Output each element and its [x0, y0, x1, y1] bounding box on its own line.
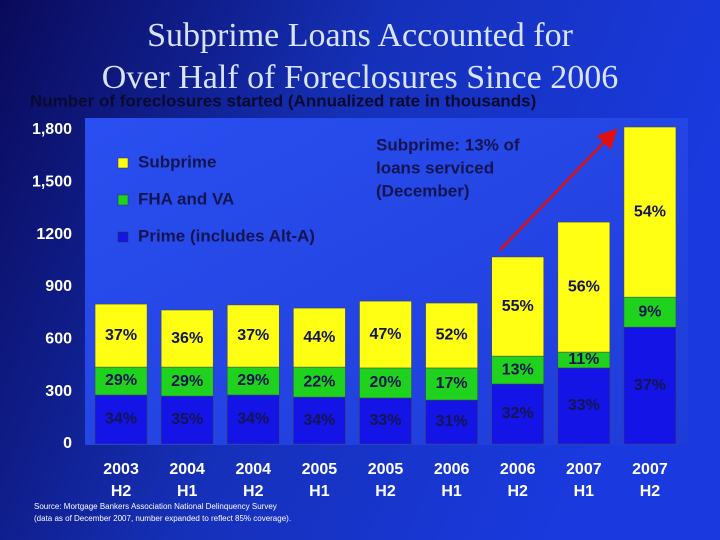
x-tick-label: 2004: [169, 461, 205, 478]
data-label: 37%: [105, 327, 137, 344]
data-label: 35%: [171, 411, 203, 428]
bar-segment: [359, 300, 412, 369]
x-tick-label: H1: [574, 483, 595, 500]
title: Over Half of Foreclosures Since 2006: [102, 59, 618, 96]
data-label: 17%: [436, 375, 468, 392]
y-tick-label: 900: [45, 278, 72, 295]
data-label: 52%: [436, 327, 468, 344]
x-tick-label: 2004: [235, 461, 271, 478]
data-label: 54%: [634, 203, 666, 220]
y-tick-label: 1,500: [32, 174, 72, 191]
data-label: 34%: [237, 411, 269, 428]
bar-segment: [425, 399, 478, 445]
legend-label: FHA and VA: [138, 189, 234, 208]
data-label: 31%: [436, 413, 468, 430]
x-tick-label: 2005: [368, 461, 404, 478]
legend-swatch: [117, 157, 129, 169]
data-label: 29%: [105, 372, 137, 389]
x-tick-label: 2006: [500, 461, 536, 478]
x-tick-label: H2: [111, 483, 132, 500]
x-tick-label: 2003: [103, 461, 139, 478]
bar-segment: [425, 367, 478, 401]
bar-segment: [557, 367, 611, 445]
y-tick-label: 600: [45, 331, 72, 348]
data-label: 33%: [369, 412, 401, 429]
bar-segment: [227, 304, 280, 368]
bar-segment: [293, 396, 346, 445]
bar-segment: [491, 256, 544, 357]
data-label: 29%: [171, 373, 203, 390]
y-tick-label: 1200: [36, 226, 72, 243]
bar-segment: [623, 326, 677, 445]
bar-segment: [359, 397, 412, 445]
data-label: 55%: [502, 298, 534, 315]
data-label: 36%: [171, 330, 203, 347]
data-label: 9%: [638, 303, 661, 320]
data-label: 32%: [502, 405, 534, 422]
data-label: 11%: [568, 351, 599, 368]
bar-segment: [491, 355, 544, 385]
legend-label: Prime (includes Alt-A): [138, 226, 315, 245]
x-tick-label: 2007: [632, 461, 668, 478]
annotation: loans serviced: [376, 158, 494, 177]
bar-segment: [293, 307, 346, 368]
x-tick-label: 2007: [566, 461, 602, 478]
bar-segment: [491, 383, 544, 445]
legend-swatch: [117, 194, 129, 206]
legend-swatch: [117, 231, 129, 243]
annotation: Subprime: 13% of: [376, 135, 520, 154]
bar-segment: [425, 302, 478, 369]
arrow: [499, 128, 618, 251]
y-axis-title: Number of foreclosures started (Annualiz…: [30, 91, 536, 110]
data-label: 13%: [502, 361, 534, 378]
data-label: 47%: [369, 326, 401, 343]
annotation: (December): [376, 181, 470, 200]
x-tick-label: H2: [375, 483, 396, 500]
legend-label: Subprime: [138, 152, 216, 171]
source: Source: Mortgage Bankers Association Nat…: [34, 502, 277, 511]
bar-segment: [227, 366, 280, 396]
data-label: 56%: [568, 278, 600, 295]
data-label: 37%: [237, 327, 269, 344]
x-tick-label: H2: [640, 483, 661, 500]
x-tick-label: H1: [441, 483, 462, 500]
y-tick-label: 0: [63, 435, 72, 452]
y-tick-label: 1,800: [32, 121, 72, 138]
data-label: 44%: [303, 329, 335, 346]
data-label: 22%: [303, 373, 335, 390]
data-label: 33%: [568, 397, 600, 414]
data-label: 29%: [237, 372, 269, 389]
bar-segment: [94, 303, 148, 368]
source: (data as of December 2007, number expand…: [34, 514, 291, 523]
bar-segment: [94, 366, 148, 396]
bar-segment: [160, 309, 214, 368]
bar-segment: [293, 366, 346, 398]
x-tick-label: H1: [309, 483, 330, 500]
bar-segment: [160, 395, 214, 445]
bar-segment: [623, 296, 677, 328]
bar-segment: [359, 367, 412, 399]
x-tick-label: H2: [243, 483, 264, 500]
data-label: 37%: [634, 377, 666, 394]
x-tick-label: 2005: [302, 461, 338, 478]
bar-segment: [227, 394, 280, 445]
data-label: 34%: [303, 412, 335, 429]
x-tick-label: H2: [507, 483, 528, 500]
title: Subprime Loans Accounted for: [147, 17, 574, 54]
x-tick-label: H1: [177, 483, 198, 500]
bar-segment: [557, 221, 611, 353]
bar-segment: [94, 394, 148, 445]
bar-segment: [160, 366, 214, 397]
data-label: 34%: [105, 411, 137, 428]
bar-segment: [623, 126, 677, 298]
x-tick-label: 2006: [434, 461, 470, 478]
y-tick-label: 300: [45, 383, 72, 400]
data-label: 20%: [369, 374, 401, 391]
